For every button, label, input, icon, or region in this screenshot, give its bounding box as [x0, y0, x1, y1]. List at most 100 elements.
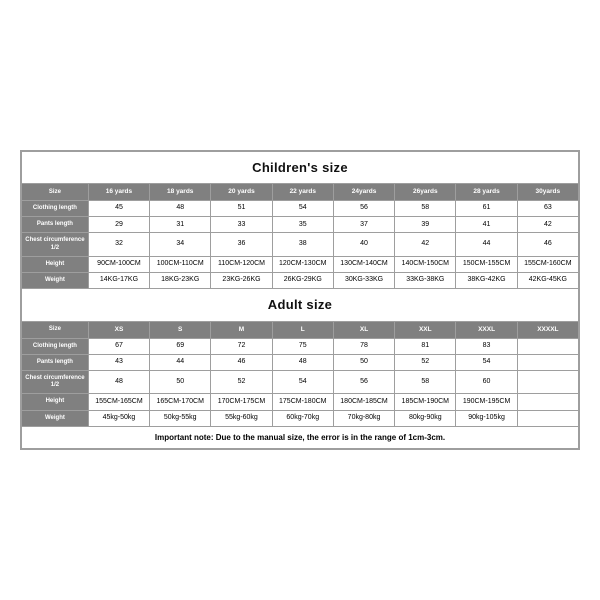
- children-row-3-cell-0: 90CM-100CM: [88, 256, 149, 272]
- adult-row-3-cell-0: 155CM-165CM: [88, 394, 149, 410]
- children-col-0: 16 yards: [88, 184, 149, 201]
- children-col-5: 26yards: [395, 184, 456, 201]
- children-row-0-cell-7: 63: [517, 201, 578, 217]
- children-row-0-cell-2: 51: [211, 201, 272, 217]
- adult-row-0-cell-0: 67: [88, 338, 149, 354]
- adult-row-4-cell-0: 45kg-50kg: [88, 410, 149, 426]
- children-row-3-cell-5: 140CM-150CM: [395, 256, 456, 272]
- children-row-4-cell-0: 14KG-17KG: [88, 273, 149, 289]
- adult-row-2-cell-7: [517, 370, 578, 393]
- adult-row-2-label: Chest circumference 1/2: [22, 370, 89, 393]
- children-row-1-cell-1: 31: [150, 217, 211, 233]
- adult-row-2-cell-1: 50: [150, 370, 211, 393]
- adult-row-4-cell-3: 60kg-70kg: [272, 410, 333, 426]
- adult-row-1-cell-1: 44: [150, 354, 211, 370]
- adult-row-1-cell-0: 43: [88, 354, 149, 370]
- children-row-2-cell-6: 44: [456, 233, 517, 256]
- adult-row-2-cell-5: 58: [395, 370, 456, 393]
- adult-row-4-cell-5: 80kg-90kg: [395, 410, 456, 426]
- adult-col-2: M: [211, 321, 272, 338]
- children-row-2-cell-5: 42: [395, 233, 456, 256]
- children-row-4-cell-1: 18KG-23KG: [150, 273, 211, 289]
- children-row-1-label: Pants length: [22, 217, 89, 233]
- adult-row-1-cell-4: 50: [333, 354, 394, 370]
- children-row-4-cell-2: 23KG-26KG: [211, 273, 272, 289]
- adult-row-3-cell-5: 185CM-190CM: [395, 394, 456, 410]
- adult-row-4-cell-7: [517, 410, 578, 426]
- adult-col-4: XL: [333, 321, 394, 338]
- adult-row-1-cell-6: 54: [456, 354, 517, 370]
- adult-row-2-cell-0: 48: [88, 370, 149, 393]
- children-row-1-cell-0: 29: [88, 217, 149, 233]
- children-row-2-cell-0: 32: [88, 233, 149, 256]
- children-row-1-cell-4: 37: [333, 217, 394, 233]
- adult-row-1-label: Pants length: [22, 354, 89, 370]
- adult-col-3: L: [272, 321, 333, 338]
- adult-row-0-label: Clothing length: [22, 338, 89, 354]
- adult-row-4-cell-4: 70kg-80kg: [333, 410, 394, 426]
- adult-row-1-cell-5: 52: [395, 354, 456, 370]
- children-col-7: 30yards: [517, 184, 578, 201]
- children-row-4-cell-4: 30KG-33KG: [333, 273, 394, 289]
- children-row-2-cell-7: 46: [517, 233, 578, 256]
- children-row-1-cell-6: 41: [456, 217, 517, 233]
- adult-row-0-cell-3: 75: [272, 338, 333, 354]
- children-col-3: 22 yards: [272, 184, 333, 201]
- adult-row-2-cell-3: 54: [272, 370, 333, 393]
- adult-row-0-cell-4: 78: [333, 338, 394, 354]
- adult-row-4-cell-6: 90kg-105kg: [456, 410, 517, 426]
- children-row-2-label: Chest circumference 1/2: [22, 233, 89, 256]
- adult-row-3-cell-7: [517, 394, 578, 410]
- adult-row-2-cell-4: 56: [333, 370, 394, 393]
- children-row-4-cell-7: 42KG-45KG: [517, 273, 578, 289]
- adult-row-2-cell-6: 60: [456, 370, 517, 393]
- adult-row-0-cell-7: [517, 338, 578, 354]
- adult-col-6: XXXL: [456, 321, 517, 338]
- children-row-3-cell-4: 130CM-140CM: [333, 256, 394, 272]
- children-row-0-cell-5: 58: [395, 201, 456, 217]
- adult-row-4-label: Weight: [22, 410, 89, 426]
- children-row-1-cell-2: 33: [211, 217, 272, 233]
- adult-row-1-cell-2: 46: [211, 354, 272, 370]
- adult-row-4-cell-2: 55kg-60kg: [211, 410, 272, 426]
- adult-row-0-cell-5: 81: [395, 338, 456, 354]
- adult-row-1-cell-7: [517, 354, 578, 370]
- children-row-4-cell-3: 26KG-29KG: [272, 273, 333, 289]
- children-row-1-cell-7: 42: [517, 217, 578, 233]
- adult-row-3-cell-2: 170CM-175CM: [211, 394, 272, 410]
- children-row-0-cell-6: 61: [456, 201, 517, 217]
- children-col-6: 28 yards: [456, 184, 517, 201]
- adult-col-7: XXXXL: [517, 321, 578, 338]
- children-row-2-cell-4: 40: [333, 233, 394, 256]
- adult-row-3-cell-1: 165CM-170CM: [150, 394, 211, 410]
- children-row-0-cell-3: 54: [272, 201, 333, 217]
- children-row-4-cell-5: 33KG-38KG: [395, 273, 456, 289]
- children-row-0-cell-4: 56: [333, 201, 394, 217]
- children-row-1-cell-3: 35: [272, 217, 333, 233]
- adult-header-label: Size: [22, 321, 89, 338]
- adult-row-0-cell-1: 69: [150, 338, 211, 354]
- children-row-0-cell-1: 48: [150, 201, 211, 217]
- children-col-4: 24yards: [333, 184, 394, 201]
- adult-title: Adult size: [22, 289, 579, 322]
- children-row-0-label: Clothing length: [22, 201, 89, 217]
- adult-col-0: XS: [88, 321, 149, 338]
- children-row-3-cell-2: 110CM-120CM: [211, 256, 272, 272]
- adult-row-3-cell-3: 175CM-180CM: [272, 394, 333, 410]
- adult-row-2-cell-2: 52: [211, 370, 272, 393]
- children-row-3-cell-3: 120CM-130CM: [272, 256, 333, 272]
- children-row-2-cell-1: 34: [150, 233, 211, 256]
- children-row-1-cell-5: 39: [395, 217, 456, 233]
- adult-row-3-cell-6: 190CM-195CM: [456, 394, 517, 410]
- note-text: Important note: Due to the manual size, …: [22, 426, 579, 449]
- children-row-3-cell-1: 100CM-110CM: [150, 256, 211, 272]
- children-row-2-cell-3: 38: [272, 233, 333, 256]
- children-row-0-cell-0: 45: [88, 201, 149, 217]
- adult-col-5: XXL: [395, 321, 456, 338]
- children-row-3-cell-6: 150CM-155CM: [456, 256, 517, 272]
- children-row-2-cell-2: 36: [211, 233, 272, 256]
- children-header-label: Size: [22, 184, 89, 201]
- children-col-2: 20 yards: [211, 184, 272, 201]
- adult-row-0-cell-2: 72: [211, 338, 272, 354]
- children-row-3-cell-7: 155CM-160CM: [517, 256, 578, 272]
